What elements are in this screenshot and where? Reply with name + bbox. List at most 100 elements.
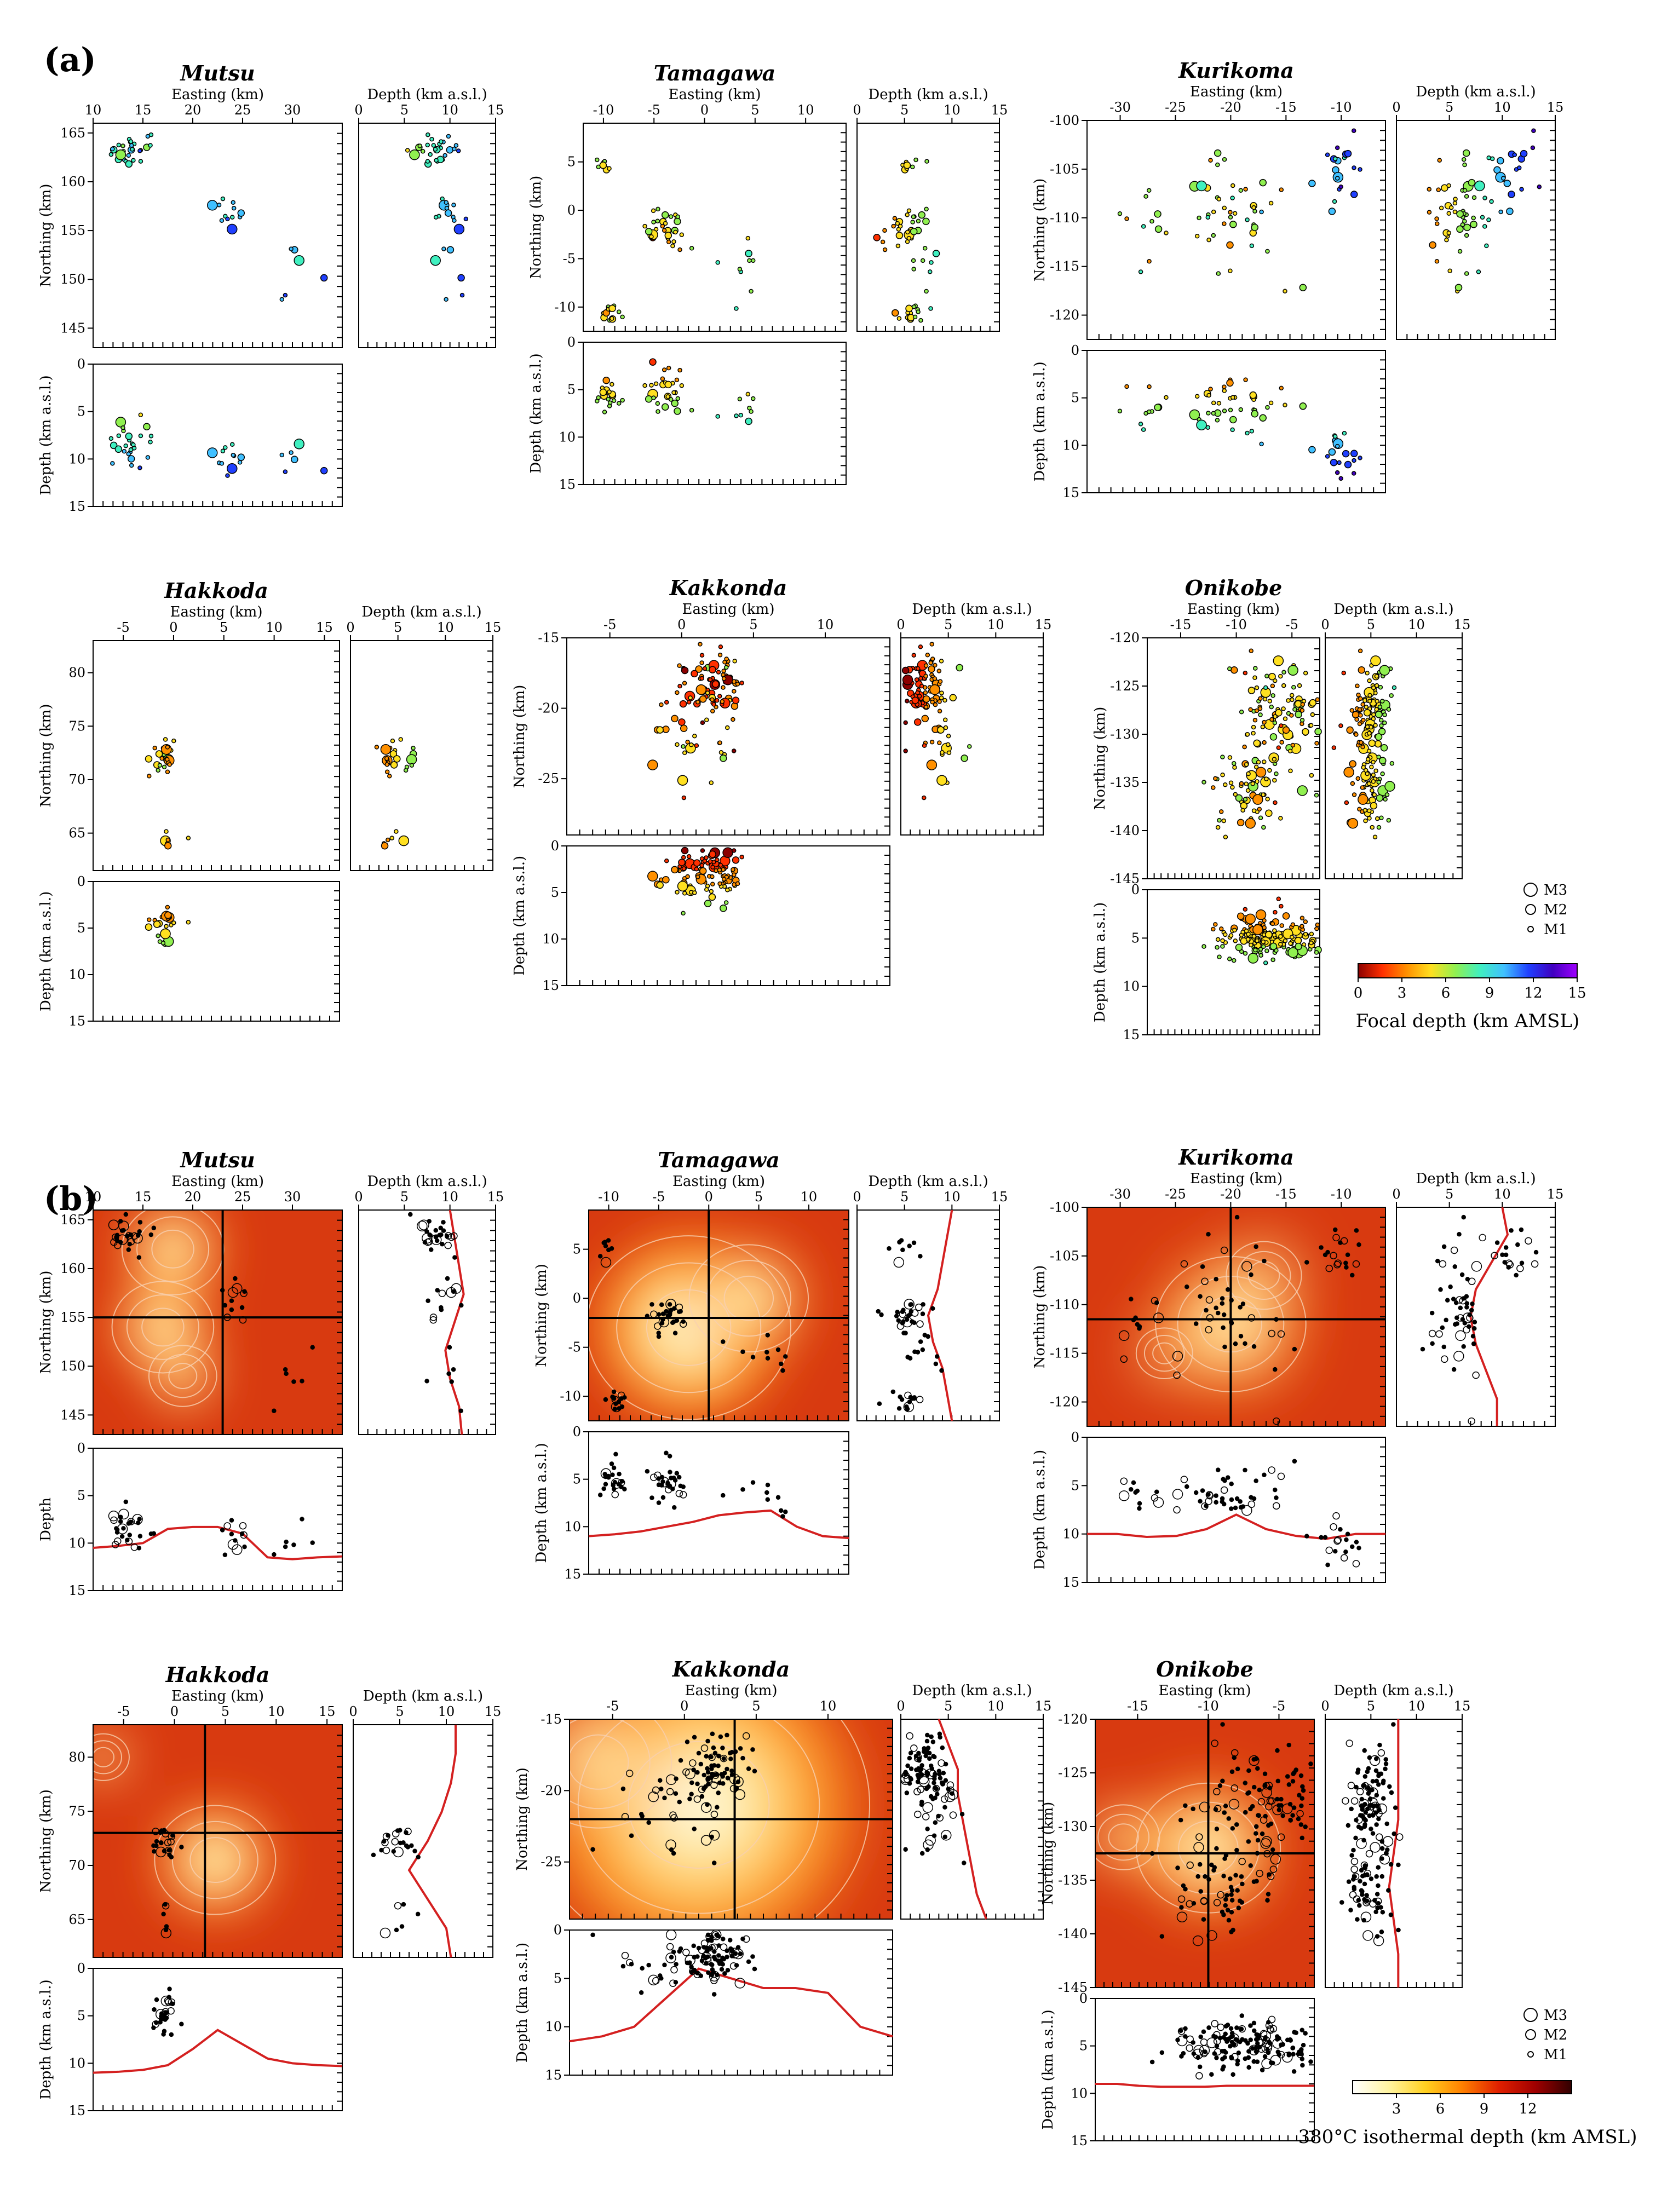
hypocenter-side — [1519, 187, 1524, 192]
hypocenter-map — [664, 232, 672, 239]
hypocenter-side — [458, 1408, 463, 1414]
hypocenter-map — [231, 200, 236, 205]
hypocenter-xsection — [225, 473, 230, 478]
hypocenter-map — [609, 1246, 614, 1251]
hypocenter-side — [1371, 685, 1376, 690]
hypocenter-map — [1246, 1839, 1251, 1844]
hypocenter-map — [725, 1732, 729, 1738]
hypocenter-map — [677, 775, 688, 786]
hypocenter-xsection — [229, 1518, 234, 1523]
contour-line — [628, 1741, 770, 1869]
hypocenter-map — [216, 203, 222, 208]
hypocenter-side — [1468, 1277, 1476, 1286]
depth-side-tick-label: 0 — [1079, 1991, 1088, 2006]
hypocenter-map — [666, 239, 671, 245]
hypocenter-xsection — [1211, 400, 1216, 406]
hypocenter-side — [441, 1220, 446, 1225]
depth-top-tick-label: 10 — [1494, 100, 1511, 115]
hypocenter-xsection — [709, 850, 716, 858]
hypocenter-xsection — [681, 846, 689, 855]
hypocenter-map — [1292, 707, 1297, 712]
hypocenter-xsection — [721, 877, 727, 882]
hypocenter-side — [905, 1355, 910, 1360]
hypocenter-map — [685, 1739, 690, 1744]
magnitude-marker — [1523, 883, 1538, 897]
hypocenter-xsection — [1232, 928, 1237, 933]
hypocenter-xsection — [1235, 943, 1243, 952]
hypocenter-map — [1242, 744, 1247, 750]
hypocenter-side — [1454, 1315, 1459, 1320]
hypocenter-side — [1386, 1888, 1391, 1893]
hypocenter-map — [689, 1792, 694, 1796]
magnitude-label: M3 — [1544, 2007, 1567, 2024]
hypocenter-xsection — [642, 383, 647, 388]
hypocenter-map — [1298, 1822, 1304, 1827]
hypocenter-map — [735, 682, 740, 687]
hypocenter-map — [1251, 1344, 1257, 1349]
hypocenter-map — [1154, 1300, 1159, 1305]
hypocenter-side — [911, 696, 919, 704]
hypocenter-map — [1120, 1355, 1128, 1363]
hypocenter-xsection — [1120, 1477, 1128, 1485]
hypocenter-xsection — [1228, 2044, 1233, 2049]
hypocenter-side — [905, 304, 913, 313]
hypocenter-side — [1352, 711, 1360, 719]
hypocenter-xsection — [138, 412, 143, 418]
hypocenter-side — [1360, 785, 1365, 790]
hypocenter-xsection — [1233, 938, 1238, 943]
hypocenter-xsection — [157, 939, 163, 944]
depth-top-label: Depth (km a.s.l.) — [1333, 601, 1453, 618]
hypocenter-map — [1216, 271, 1221, 276]
hypocenter-xsection — [169, 2032, 174, 2037]
hypocenter-xsection — [227, 463, 238, 474]
hypocenter-map — [1240, 1301, 1246, 1306]
hypocenter-side — [927, 1750, 932, 1756]
hypocenter-map — [747, 258, 752, 263]
hypocenter-xsection — [1255, 2059, 1260, 2064]
easting-label: Easting (km) — [170, 604, 263, 620]
hypocenter-side — [925, 653, 930, 658]
hypocenter-side — [439, 139, 444, 144]
hypocenter-map — [1117, 211, 1123, 216]
hypocenter-xsection — [1220, 1486, 1228, 1494]
hypocenter-map — [1265, 797, 1270, 802]
hypocenter-map — [677, 663, 682, 668]
chart-title-b-tamagawa: Tamagawa — [658, 1148, 780, 1172]
hypocenter-map — [1278, 673, 1283, 679]
hypocenter-map — [1229, 1321, 1234, 1326]
hypocenter-xsection — [132, 1514, 143, 1525]
hypocenter-map — [165, 745, 170, 750]
isotherm-side — [407, 1725, 457, 1958]
hypocenter-map — [1263, 1850, 1271, 1858]
hypocenter-map — [1176, 1911, 1188, 1923]
x-tick-label: 0 — [169, 620, 177, 635]
hypocenter-map — [1254, 708, 1260, 713]
hypocenter-side — [1383, 1766, 1388, 1771]
magnitude-label: M3 — [1544, 882, 1567, 898]
hypocenter-xsection — [223, 1522, 231, 1530]
hypocenter-xsection — [1246, 2065, 1251, 2070]
hypocenter-map — [1300, 708, 1305, 713]
hypocenter-map — [1238, 1305, 1243, 1310]
hypocenter-map — [1141, 224, 1146, 229]
hypocenter-map — [1229, 1888, 1235, 1893]
hypocenter-side — [1370, 1831, 1376, 1836]
hypocenter-xsection — [1255, 938, 1260, 943]
hypocenter-xsection — [1194, 394, 1200, 399]
x-tick-label: 10 — [801, 1189, 818, 1205]
hypocenter-xsection — [1267, 2040, 1272, 2044]
hypocenter-xsection — [108, 1510, 119, 1522]
hypocenter-map — [721, 1756, 726, 1761]
hypocenter-map — [710, 1731, 715, 1737]
hypocenter-side — [416, 1854, 421, 1859]
hypocenter-map — [129, 143, 134, 148]
hypocenter-side — [1451, 1367, 1457, 1372]
hypocenter-xsection — [1262, 1472, 1267, 1477]
hypocenter-map — [1243, 670, 1248, 676]
hypocenter-side — [936, 669, 942, 673]
depth-top-tick-label: 0 — [896, 1698, 905, 1714]
hypocenter-map — [1309, 773, 1314, 778]
hypocenter-side — [1427, 210, 1432, 215]
hypocenter-map — [1181, 1883, 1186, 1888]
